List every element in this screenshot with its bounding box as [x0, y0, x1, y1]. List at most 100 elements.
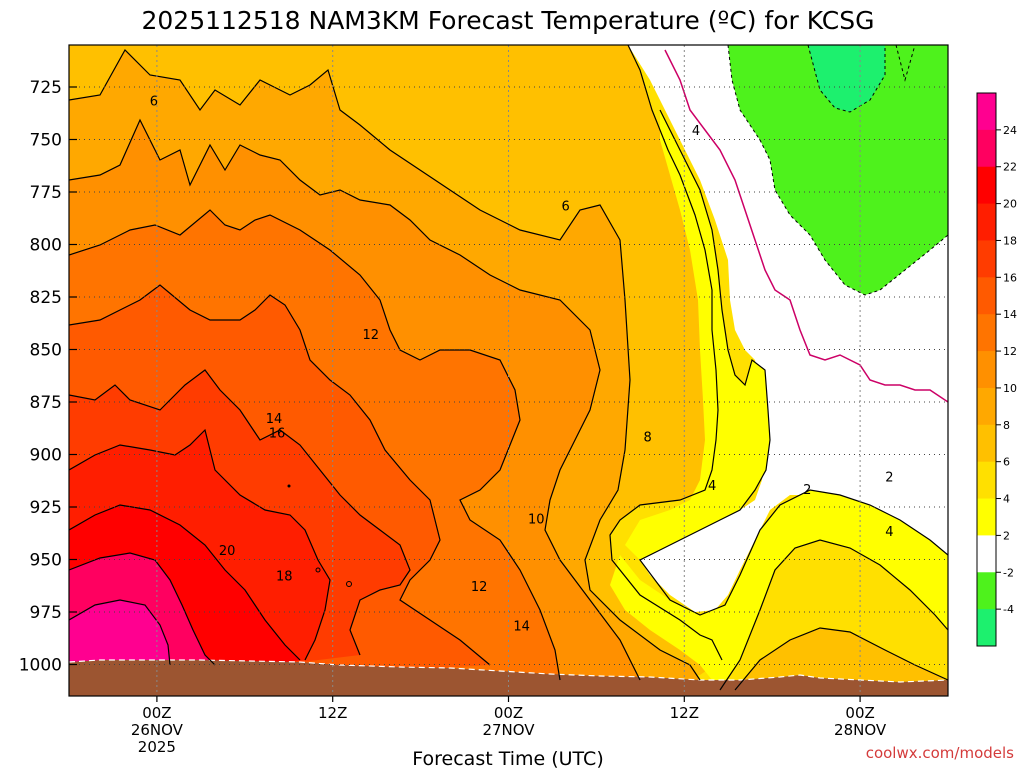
colorbar-segment: [977, 498, 996, 536]
contour-label: 18: [276, 569, 293, 584]
colorbar-segment: [977, 240, 996, 278]
contour-label: 16: [269, 427, 286, 442]
y-tick-label: 900: [30, 446, 62, 466]
freezing-line: [664, 49, 948, 403]
contour-neg4-b: [895, 45, 916, 82]
ground-top-line: [69, 659, 948, 683]
contour-label: 12: [362, 328, 379, 343]
y-tick-label: 925: [30, 498, 62, 518]
colorbar-segment: [977, 277, 996, 315]
y-tick-label: 725: [30, 78, 62, 98]
y-tick-label: 875: [30, 393, 62, 413]
y-tick-label: 825: [30, 288, 62, 308]
band-neg4: [808, 45, 885, 112]
contour-dot-a: [287, 484, 291, 488]
colorbar-label: 2: [1003, 529, 1010, 542]
x-tick-label: 12Z: [670, 704, 699, 722]
contour-label: 14: [266, 412, 283, 427]
colorbar-segment: [977, 572, 996, 610]
y-tick-label: 750: [30, 131, 62, 151]
contour-lines: [69, 45, 948, 691]
contour-neg4: [807, 45, 886, 113]
contour-dot-c: [346, 581, 352, 587]
contour-label: 10: [528, 513, 545, 528]
contour-8: [69, 118, 641, 681]
colorbar-segment: [977, 609, 996, 647]
contour-14: [69, 369, 411, 656]
x-axis-label: Forecast Time (UTC): [412, 748, 603, 768]
band-6-8-lower: [735, 628, 948, 690]
colorbar-label: 22: [1003, 161, 1017, 174]
colorbar-label: 6: [1003, 456, 1010, 469]
contour-12: [69, 284, 491, 666]
contour-label: 2: [885, 471, 893, 486]
colorbar-label: 14: [1003, 308, 1017, 321]
x-tick-label: 00Z: [494, 704, 523, 722]
contour-22: [69, 599, 171, 666]
colorbar-segment: [977, 129, 996, 168]
colorbar-border: [976, 92, 997, 647]
contour-20: [69, 552, 216, 666]
contour-16: [69, 428, 331, 661]
colorbar-label: 18: [1003, 234, 1017, 247]
contour-label: 6: [561, 200, 569, 215]
colorbar-cap: [977, 93, 996, 112]
contour-label: 2: [803, 483, 811, 498]
contour-6: [69, 49, 701, 681]
contour-10: [69, 209, 561, 681]
contour-label: 4: [692, 124, 700, 139]
y-tick-label: 1000: [19, 656, 62, 676]
contour-label: 6: [150, 95, 158, 110]
ground: [69, 660, 948, 696]
x-tick-label: 00Z: [142, 704, 171, 722]
colorbar-label: 10: [1003, 382, 1017, 395]
vertical-gridlines: [156, 45, 861, 696]
contour-dot-b: [315, 567, 321, 573]
colorbar-label: -2: [1003, 566, 1014, 579]
contour-18: [69, 504, 301, 661]
colorbar-segment: [977, 166, 996, 205]
band-neg2: [728, 45, 948, 295]
x-tick-label: 28NOV: [834, 721, 887, 739]
contour-label: 14: [513, 620, 530, 635]
x-tick-label: 27NOV: [482, 721, 535, 739]
contour-label: 4: [708, 479, 716, 494]
y-tick-label: 850: [30, 341, 62, 361]
chart-title: 2025112518 NAM3KM Forecast Temperature (…: [142, 6, 875, 35]
colorbar-segment: [977, 203, 996, 241]
colorbar-label: 4: [1003, 493, 1010, 506]
colorbar-segment: [977, 314, 996, 352]
y-axis: 725 750 775 800 825 850 875 900 925 950 975 1000: [19, 78, 77, 676]
contour-label: 4: [885, 525, 893, 540]
band-2-4-strip: [625, 110, 770, 560]
y-tick-label: 950: [30, 551, 62, 571]
colorbar-label: 24: [1003, 124, 1017, 137]
colorbar-label: 16: [1003, 271, 1017, 284]
contour-2: [639, 109, 948, 616]
contour-label: 12: [471, 580, 488, 595]
x-tick-label: 00Z: [845, 704, 874, 722]
y-tick-label: 975: [30, 603, 62, 623]
colorbar-segment: [977, 351, 996, 389]
x-tick-label: 26NOV: [131, 721, 184, 739]
y-tick-label: 775: [30, 183, 62, 203]
colorbar-label: 8: [1003, 419, 1010, 432]
y-tick-label: 800: [30, 236, 62, 256]
colorbar-label: -4: [1003, 603, 1014, 616]
colorbar-segment: [977, 461, 996, 500]
contour-label: 8: [643, 431, 651, 446]
colorbar-label: 20: [1003, 198, 1017, 211]
colorbar-segment: [977, 387, 996, 426]
x-tick-label: 2025: [138, 738, 176, 756]
colorbar-label: 12: [1003, 345, 1017, 358]
colorbar-segment: [977, 535, 996, 573]
contour-4-lower: [719, 539, 948, 691]
credit-text: coolwx.com/models: [866, 744, 1014, 762]
colorbar: 24 22 20 18 16 14 12 10 8 6 4 2 -2 -4: [976, 92, 1017, 647]
contour-6-lower: [734, 627, 948, 691]
x-tick-label: 12Z: [318, 704, 347, 722]
